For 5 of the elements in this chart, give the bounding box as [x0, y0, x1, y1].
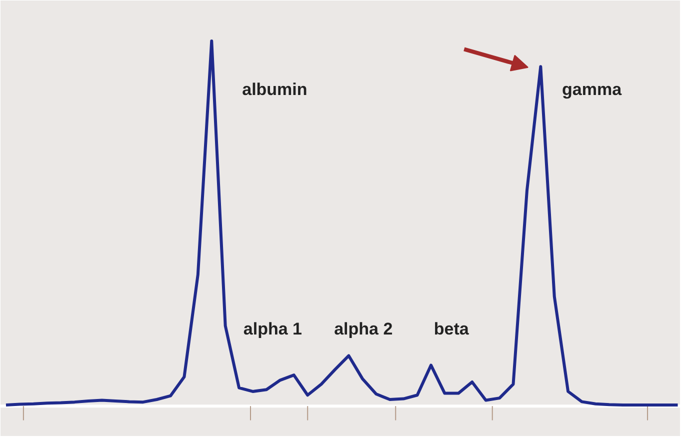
annotation: alpha 1 — [243, 320, 302, 339]
annotation: beta — [434, 320, 470, 339]
annotation: gamma — [562, 80, 622, 100]
annotation: alpha 2 — [334, 320, 393, 339]
annotation: albumin — [242, 80, 308, 100]
